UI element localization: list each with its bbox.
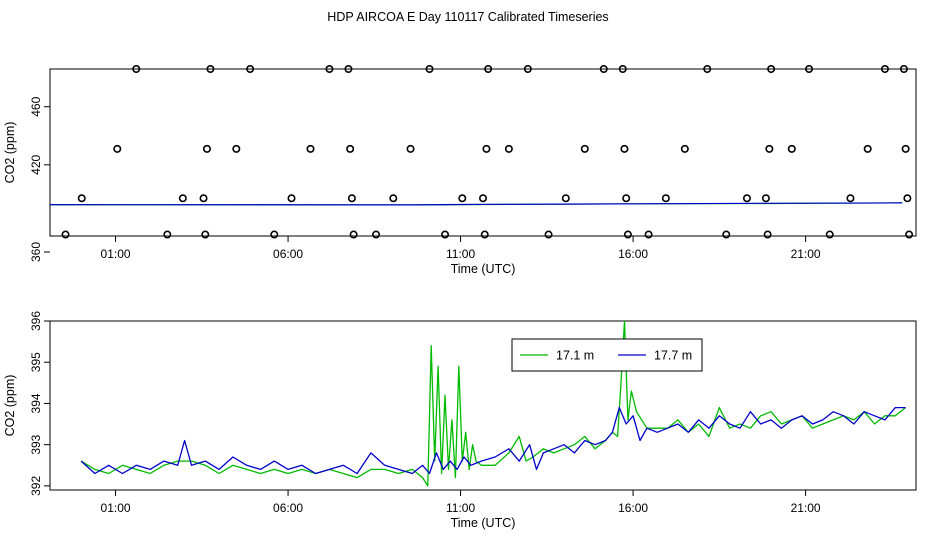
calibration-point <box>623 230 632 239</box>
plot-area <box>50 202 903 206</box>
y-axis-label: CO2 (ppm) <box>3 122 17 184</box>
calibration-point <box>344 65 353 74</box>
x-tick-label: 11:00 <box>446 247 475 261</box>
calibration-point <box>201 230 210 239</box>
calibration-point <box>863 144 872 153</box>
x-axis-label: Time (UTC) <box>451 516 516 530</box>
calibration-point <box>61 230 70 239</box>
y-tick-label: 393 <box>29 434 43 454</box>
calibration-point <box>618 65 627 74</box>
x-tick-label: 16:00 <box>618 247 648 261</box>
calibration-point <box>787 144 796 153</box>
y-tick-label: 395 <box>29 352 43 372</box>
calibration-point <box>846 194 855 203</box>
calibration-point <box>880 65 889 74</box>
x-tick-label: 01:00 <box>101 247 131 261</box>
calibration-point <box>580 144 589 153</box>
calibration-point <box>899 65 908 74</box>
calibration-point <box>484 65 493 74</box>
calibration-point <box>761 194 770 203</box>
calibration-point <box>901 144 910 153</box>
calibration-point <box>825 230 834 239</box>
calibration-point <box>346 144 355 153</box>
y-tick-label: 460 <box>29 96 43 116</box>
calibration-point <box>113 144 122 153</box>
calibration-point <box>620 144 629 153</box>
calibration-point <box>703 65 712 74</box>
calibration-point <box>661 194 670 203</box>
plot-area <box>80 321 907 487</box>
calibration-point <box>163 230 172 239</box>
y-tick-label: 360 <box>29 242 43 262</box>
calibration-point <box>347 194 356 203</box>
x-tick-label: 16:00 <box>618 501 648 515</box>
calibration-point <box>544 230 553 239</box>
plot-frame <box>49 68 917 237</box>
calibration-point <box>206 65 215 74</box>
x-tick-label: 21:00 <box>791 247 821 261</box>
x-tick-label: 01:00 <box>101 501 131 515</box>
calibration-point <box>372 230 381 239</box>
calibration-point <box>441 230 450 239</box>
x-tick-label: 06:00 <box>273 247 303 261</box>
y-tick-label: 392 <box>29 476 43 496</box>
legend: 17.1 m 17.7 m <box>511 338 703 372</box>
x-tick-label: 11:00 <box>446 501 475 515</box>
y-tick-label: 396 <box>29 311 43 331</box>
calibration-point <box>406 144 415 153</box>
calibration-point <box>458 194 467 203</box>
x-axis-label: Time (UTC) <box>451 262 516 276</box>
y-tick-label: 420 <box>29 155 43 175</box>
series-line <box>80 406 906 475</box>
calibration-point <box>287 194 296 203</box>
calibration-point <box>232 144 241 153</box>
calibration-point <box>480 230 489 239</box>
calibration-point <box>246 65 255 74</box>
calibration-point <box>905 230 914 239</box>
calibration-point <box>622 194 631 203</box>
calibration-point <box>389 194 398 203</box>
calibration-point <box>765 144 774 153</box>
bottom-panel: 01:00 06:00 11:00 16:00 21:00 Time (UTC) 392 39… <box>3 311 917 530</box>
calibration-point <box>523 65 532 74</box>
chart-title: HDP AIRCOA E Day 110117 Calibrated Times… <box>327 10 609 24</box>
calibration-point <box>178 194 187 203</box>
calibration-point <box>767 65 776 74</box>
calibration-point <box>722 230 731 239</box>
calibration-point <box>482 144 491 153</box>
calibration-point <box>805 65 814 74</box>
calibration-point <box>425 65 434 74</box>
calibration-point <box>77 194 86 203</box>
calibration-point <box>903 194 912 203</box>
calibration-point <box>561 194 570 203</box>
calibration-point <box>349 230 358 239</box>
calibration-point <box>763 230 772 239</box>
calibration-point <box>504 144 513 153</box>
calibration-point <box>680 144 689 153</box>
x-tick-label: 06:00 <box>273 501 303 515</box>
calibration-point <box>199 194 208 203</box>
calibration-point <box>644 230 653 239</box>
calibration-point <box>270 230 279 239</box>
calibration-point <box>325 65 334 74</box>
series-line <box>50 202 903 206</box>
calibration-point <box>202 144 211 153</box>
plot-frame <box>49 320 917 491</box>
calibration-point <box>742 194 751 203</box>
calibration-point <box>478 194 487 203</box>
y-tick-label: 394 <box>29 393 43 413</box>
x-tick-label: 21:00 <box>791 501 821 515</box>
calibration-point <box>306 144 315 153</box>
y-axis-label: CO2 (ppm) <box>3 375 17 437</box>
calibration-point <box>599 65 608 74</box>
legend-label: 17.1 m <box>556 349 594 363</box>
calibration-point <box>132 65 141 74</box>
legend-label: 17.7 m <box>654 349 692 363</box>
top-panel: 01:00 06:00 11:00 16:00 21:00 Time (UTC) 360 42… <box>3 65 917 276</box>
